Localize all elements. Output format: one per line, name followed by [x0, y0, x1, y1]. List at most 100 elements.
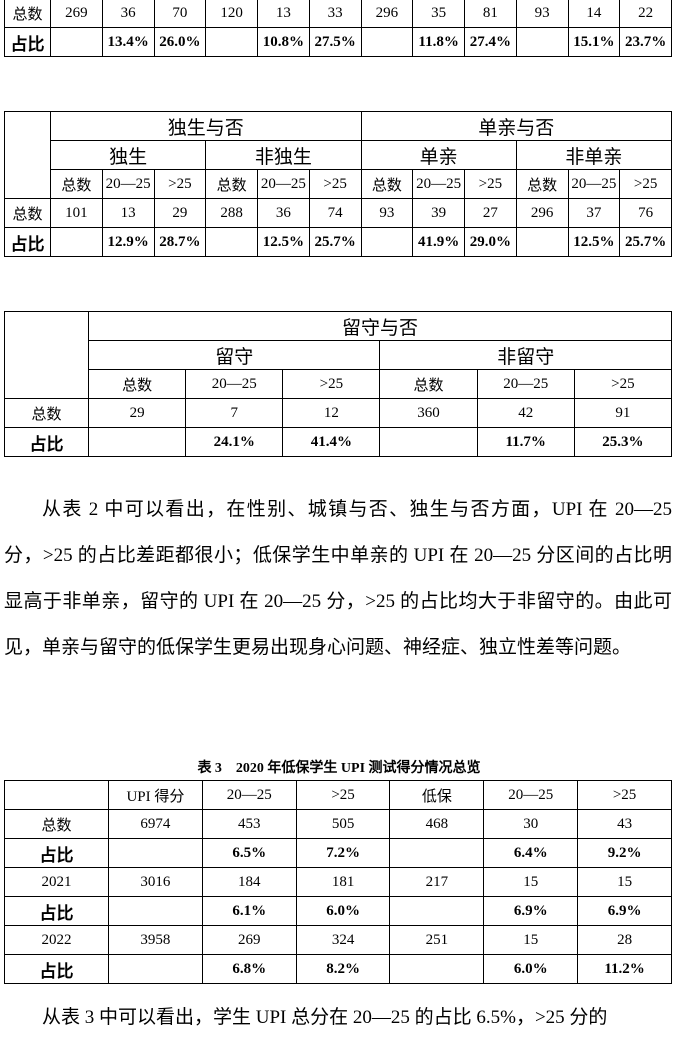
table-3: 留守与否 留守 非留守 总数 20—25 >25 总数 20—25 >25 总数 29 7 12 360 4… — [4, 311, 673, 457]
table-cell: 27.5% — [308, 27, 362, 57]
table-row: 占比 13.4% 26.0% 10.8% 27.5% 11.8% 27.4% 15.1% 23.… — [4, 27, 672, 57]
table-cell: 7.2% — [295, 838, 391, 868]
table-cell: 12 — [282, 398, 381, 428]
table-cell: 35 — [412, 0, 465, 28]
table-cell: 101 — [50, 198, 103, 228]
table-cell: 28 — [577, 925, 672, 955]
table-cell: >25 — [577, 780, 672, 810]
table-cell: 33 — [308, 0, 362, 28]
table-cell: 7 — [185, 398, 284, 428]
table-cell: 505 — [295, 809, 391, 839]
table-2: 独生与否 单亲与否 独生 非独生 单亲 非单亲 总数 20—25 >25 总数 20—25 >25 总数… — [4, 111, 673, 257]
paragraph: 从表 3 中可以看出，学生 UPI 总分在 20—25 的占比 6.5%，>25… — [42, 1007, 608, 1028]
table-row: 占比 24.1% 41.4% 11.7% 25.3% — [4, 427, 673, 457]
table-cell: 27 — [464, 198, 517, 228]
table-cell: >25 — [282, 369, 381, 399]
table-row: 独生与否 单亲与否 — [4, 111, 672, 199]
table-cell: 251 — [389, 925, 485, 955]
table-4: UPI 得分 20—25 >25 低保 20—25 >25 总数 6974 453 505 468 3… — [4, 780, 672, 984]
table-cell: 28.7% — [153, 227, 207, 257]
table-cell: >25 — [464, 169, 517, 199]
table-cell: 6.0% — [295, 896, 391, 926]
table-cell: 20—25 — [201, 780, 297, 810]
table-cell: 6.0% — [483, 954, 579, 984]
table-cell: 15.1% — [567, 27, 621, 57]
table-cell — [379, 427, 478, 457]
table-cell: 占比 — [4, 227, 51, 257]
table-cell: 13 — [101, 198, 155, 228]
table-cell: 41.4% — [282, 427, 381, 457]
table-cell: 360 — [379, 398, 478, 428]
table-cell — [108, 838, 203, 868]
table-row: 总数 6974 453 505 468 30 43 — [4, 809, 672, 839]
table-cell: 26.0% — [153, 27, 207, 57]
table-cell: 10.8% — [257, 27, 310, 57]
table-cell: 总数 — [4, 198, 51, 228]
table-cell: 453 — [201, 809, 297, 839]
table-cell: 14 — [567, 0, 621, 28]
table-cell: 11.2% — [577, 954, 672, 984]
table-cell — [515, 227, 569, 257]
table-cell: 22 — [619, 0, 672, 28]
table-cell: 15 — [483, 925, 579, 955]
table-cell: 2021 — [4, 867, 109, 897]
table-cell — [389, 838, 485, 868]
table-cell: 20—25 — [567, 169, 621, 199]
table-cell: 25.7% — [308, 227, 362, 257]
table-cell: 12.5% — [257, 227, 310, 257]
table-cell: 217 — [389, 867, 485, 897]
table-cell — [50, 227, 103, 257]
table-row: 2022 3958 269 324 251 15 28 — [4, 925, 672, 955]
table-cell: 单亲与否 — [360, 111, 672, 141]
table-1: 总数 269 36 70 120 13 33 296 35 81 93 14 22 占比 13.4% 26.0… — [4, 0, 672, 57]
table-cell: >25 — [295, 780, 391, 810]
table-cell — [50, 27, 103, 57]
table-cell: 低保 — [389, 780, 485, 810]
table-cell: 6.5% — [201, 838, 297, 868]
table-cell: 非独生 — [205, 140, 362, 170]
table-row: 总数 101 13 29 288 36 74 93 39 27 296 37 76 — [4, 198, 672, 228]
table-row: 占比 6.1% 6.0% 6.9% 6.9% — [4, 896, 672, 926]
table-cell: 93 — [515, 0, 569, 28]
table-row: 2021 3016 184 181 217 15 15 — [4, 867, 672, 897]
table-cell — [108, 954, 203, 984]
table-cell: 120 — [205, 0, 258, 28]
table-cell: 占比 — [4, 896, 109, 926]
table-cell: 总数 — [87, 369, 187, 399]
table-cell: 23.7% — [619, 27, 672, 57]
table-cell: 74 — [308, 198, 362, 228]
table-cell: 9.2% — [577, 838, 672, 868]
table-cell: 总数 — [515, 169, 569, 199]
table-cell: 占比 — [4, 954, 109, 984]
table-cell: 20—25 — [257, 169, 310, 199]
table-cell: 36 — [101, 0, 155, 28]
table-cell: 占比 — [4, 27, 51, 57]
table-cell — [360, 27, 414, 57]
table-cell: 296 — [360, 0, 414, 28]
table-cell: 25.3% — [573, 427, 673, 457]
table-cell: 41.9% — [412, 227, 465, 257]
table-cell: 总数 — [50, 169, 103, 199]
table-cell: >25 — [619, 169, 672, 199]
table-cell: 269 — [50, 0, 103, 28]
table-cell: 288 — [205, 198, 258, 228]
table-row: 占比 6.8% 8.2% 6.0% 11.2% — [4, 954, 672, 984]
table-row: 独生 非独生 单亲 非单亲 — [5, 140, 673, 170]
table-cell: 总数 — [360, 169, 414, 199]
table-cell: 非单亲 — [515, 140, 673, 170]
table-cell: 29.0% — [464, 227, 517, 257]
table-cell — [4, 111, 51, 199]
table-cell: 91 — [573, 398, 673, 428]
table-cell: 13 — [257, 0, 310, 28]
table-cell — [389, 954, 485, 984]
table-cell — [108, 896, 203, 926]
table-cell: 324 — [295, 925, 391, 955]
table-cell: 27.4% — [464, 27, 517, 57]
table-cell: 29 — [87, 398, 187, 428]
table-row: 留守 非留守 — [5, 340, 672, 370]
table-row: 留守与否 — [4, 311, 672, 399]
table-cell: 15 — [577, 867, 672, 897]
table-cell — [360, 227, 414, 257]
table-cell: 留守与否 — [88, 311, 672, 341]
